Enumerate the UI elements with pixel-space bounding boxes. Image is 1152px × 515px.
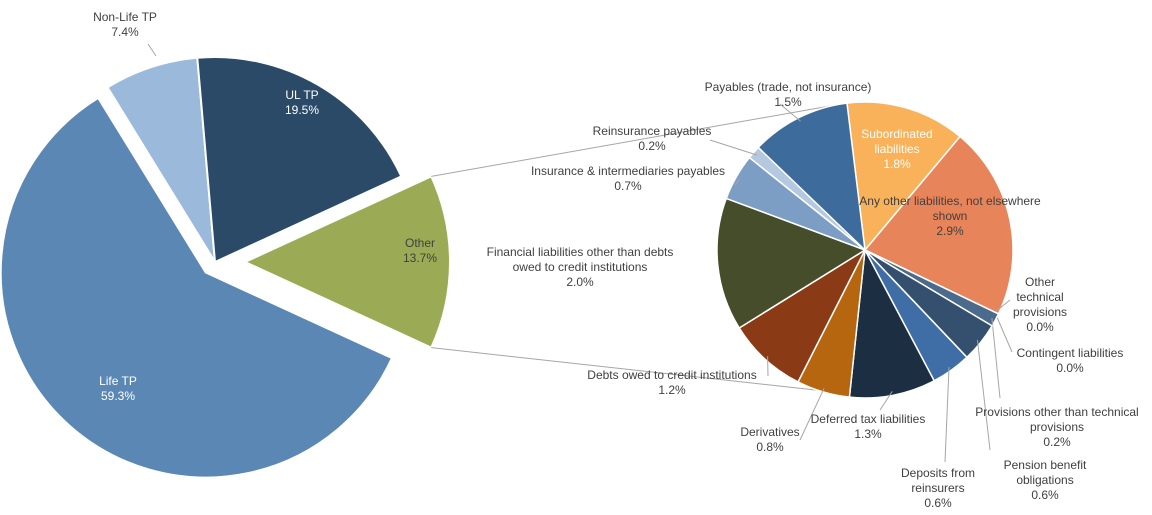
slice-label: Subordinated liabilities [861, 127, 932, 156]
slice-label: Insurance & intermediaries payables [531, 164, 725, 178]
value-label: 1.3% [854, 427, 882, 441]
slice-label: Any other liabilities, not elsewhere show… [859, 194, 1041, 223]
pie-slice [757, 102, 867, 253]
value-label: 0.0% [1056, 361, 1084, 375]
slice-label: Life TP [99, 374, 137, 388]
leader-line [734, 178, 741, 186]
leader-line [994, 312, 1013, 353]
leader-line [879, 391, 893, 411]
value-label: 0.2% [1043, 435, 1071, 449]
value-label: 1.8% [883, 157, 911, 171]
value-label: 2.9% [936, 224, 964, 238]
slice-label: UL TP [285, 88, 318, 102]
slice-label: Other technical provisions [1013, 275, 1067, 319]
value-label: 59.3% [101, 389, 135, 403]
value-label: 2.0% [566, 275, 594, 289]
slice-label: Financial liabilities other than debts ow… [487, 245, 674, 274]
slice-label: Payables (trade, not insurance) [705, 80, 872, 94]
slice-label: Debts owed to credit institutions [587, 368, 756, 382]
slice-label: Non-Life TP [93, 10, 157, 24]
connector [431, 104, 836, 177]
slice-label: Other [405, 236, 435, 250]
value-label: 0.6% [1031, 488, 1059, 502]
slice-label: Derivatives [740, 425, 799, 439]
value-label: 19.5% [285, 103, 319, 117]
value-label: 1.2% [658, 383, 686, 397]
pie-slice [196, 56, 403, 264]
value-label: 13.7% [403, 251, 437, 265]
leader-line [944, 366, 950, 463]
leader-line [147, 43, 157, 57]
slice-label: Deposits from reinsurers [901, 466, 975, 495]
leader-line [779, 103, 801, 122]
slice-label: Reinsurance payables [593, 124, 712, 138]
value-label: 0.8% [756, 440, 784, 454]
leader-line [709, 139, 757, 156]
connector [431, 347, 818, 391]
leader-line [976, 339, 991, 451]
slice-label: Deferred tax liabilities [811, 412, 926, 426]
leader-line [991, 318, 1001, 399]
pie-slice [846, 101, 962, 252]
value-label: 0.2% [638, 139, 666, 153]
pie-slice [242, 175, 451, 349]
value-label: 1.5% [774, 95, 802, 109]
leader-line [994, 299, 1011, 313]
value-label: 0.7% [614, 179, 642, 193]
pie-slice [0, 96, 394, 479]
pie-slice [863, 135, 1014, 315]
value-label: 0.0% [1026, 320, 1054, 334]
slice-label: Contingent liabilities [1017, 346, 1124, 360]
slice-label: Pension benefit obligations [1004, 458, 1087, 487]
leader-line [799, 387, 825, 441]
pie-slice [716, 197, 867, 329]
slice-label: Provisions other than technical provision… [975, 405, 1138, 434]
value-label: 7.4% [111, 25, 139, 39]
value-label: 0.6% [924, 496, 952, 510]
pie-slice [848, 247, 936, 399]
